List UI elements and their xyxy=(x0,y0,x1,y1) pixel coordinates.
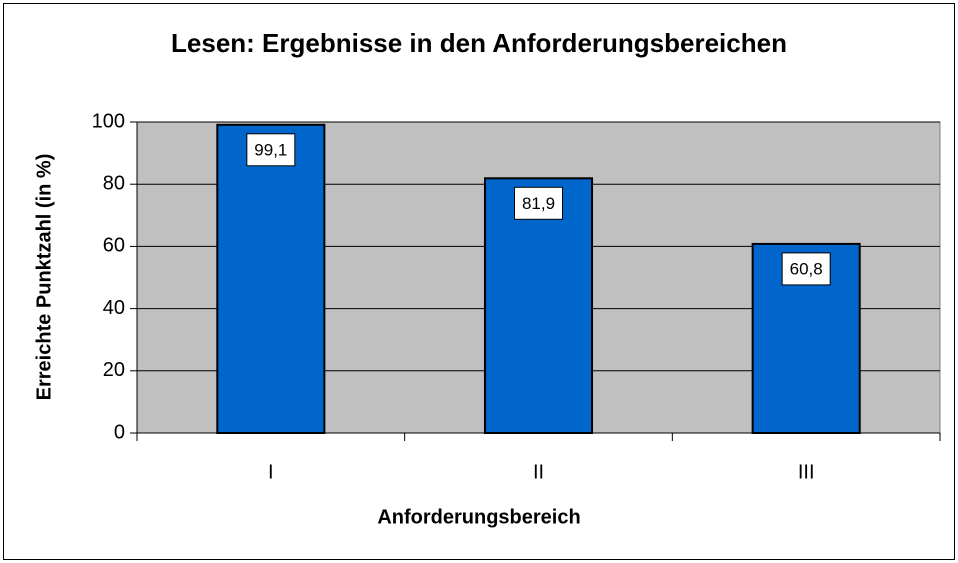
y-tick-label: 0 xyxy=(114,421,125,443)
data-label-box xyxy=(781,252,831,286)
y-axis-title: Erreichte Punktzahl (in %) xyxy=(33,154,55,401)
data-label: 99,1 xyxy=(254,140,287,159)
x-axis-title: Anforderungsbereich xyxy=(377,506,580,528)
y-tick-label: 40 xyxy=(103,297,125,319)
data-label: 60,8 xyxy=(790,259,823,278)
bar xyxy=(483,177,594,434)
data-label-box xyxy=(246,133,296,167)
y-tick-label: 20 xyxy=(103,359,125,381)
data-label: 81,9 xyxy=(522,194,555,213)
chart-title: Lesen: Ergebnisse in den Anforderungsber… xyxy=(171,28,787,58)
y-tick-label: 80 xyxy=(103,172,125,194)
y-tick-label: 100 xyxy=(92,110,125,132)
data-label-box xyxy=(514,186,563,220)
x-tick-label: I xyxy=(268,461,274,483)
x-tick-label: III xyxy=(798,461,815,483)
x-tick-label: II xyxy=(533,461,544,483)
y-tick-label: 60 xyxy=(103,235,125,257)
bar xyxy=(216,123,326,434)
